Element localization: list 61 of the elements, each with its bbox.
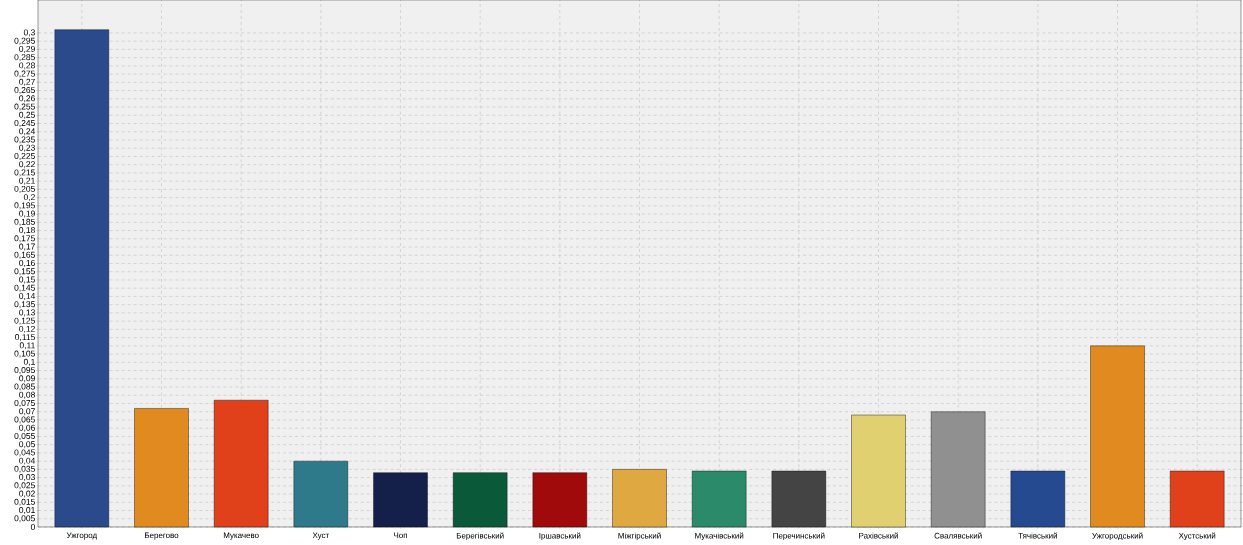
y-tick-label: 0,07 <box>19 408 35 416</box>
y-tick-label: 0,25 <box>19 111 35 119</box>
y-tick-label: 0,03 <box>19 474 35 482</box>
y-tick-label: 0,165 <box>14 251 35 259</box>
y-tick-label: 0,22 <box>19 161 35 169</box>
y-tick-label: 0,125 <box>14 317 35 325</box>
y-tick-label: 0,28 <box>19 62 35 70</box>
y-tick-label: 0,045 <box>14 449 35 457</box>
y-tick-label: 0,3 <box>23 29 35 37</box>
y-tick-label: 0,075 <box>14 399 35 407</box>
y-tick-label: 0,24 <box>19 128 36 136</box>
y-tick-label: 0,29 <box>19 45 35 53</box>
y-tick-label: 0,23 <box>19 144 35 152</box>
y-tick-label: 0,105 <box>14 350 35 358</box>
y-tick-label: 0,085 <box>14 383 35 391</box>
y-tick-label: 0,16 <box>19 260 35 267</box>
y-tick-label: 0,005 <box>14 515 35 523</box>
y-tick-label: 0,09 <box>19 375 35 383</box>
y-tick-label: 0,115 <box>15 334 35 342</box>
y-tick-label: 0,21 <box>19 177 35 185</box>
y-tick-label: 0,13 <box>19 309 35 317</box>
y-tick-label: 0,205 <box>14 185 35 193</box>
y-tick-label: 0,285 <box>14 54 35 62</box>
y-tick-label: 0,055 <box>14 432 35 440</box>
y-tick-label: 0,01 <box>19 507 35 515</box>
y-tick-label: 0,12 <box>19 325 35 333</box>
y-tick-label: 0,18 <box>19 227 35 235</box>
y-tick-label: 0,035 <box>14 465 35 473</box>
y-tick-label: 0,155 <box>14 268 35 276</box>
y-tick-label: 0,26 <box>19 95 35 103</box>
y-tick-label: 0,145 <box>14 284 35 292</box>
y-tick-label: 0,255 <box>14 103 35 111</box>
y-tick-label: 0,175 <box>14 235 35 243</box>
y-tick-label: 0,195 <box>14 202 35 210</box>
y-tick-label: 0,19 <box>19 210 35 218</box>
y-tick-label: 0,2 <box>23 194 35 202</box>
y-tick-label: 0,185 <box>14 218 35 226</box>
y-tick-label: 0,215 <box>14 169 35 177</box>
y-tick-label: 0,06 <box>19 424 35 432</box>
y-tick-label: 0,15 <box>19 276 35 284</box>
y-tick-label: 0,14 <box>19 292 36 300</box>
y-tick-label: 0,095 <box>14 367 35 375</box>
y-tick-label: 0,025 <box>14 482 35 490</box>
y-tick-label: 0,015 <box>14 498 35 506</box>
y-tick-label: 0,04 <box>19 457 36 465</box>
y-tick-label: 0,08 <box>19 391 35 399</box>
y-tick-label: 0,135 <box>14 301 35 309</box>
y-tick-label: 0,05 <box>19 441 35 449</box>
y-tick-label: 0,225 <box>14 152 35 160</box>
y-tick-label: 0,27 <box>19 78 35 86</box>
y-tick-label: 0,275 <box>14 70 35 78</box>
y-tick-label: 0,295 <box>14 37 35 45</box>
y-tick-label: 0,17 <box>19 243 35 251</box>
y-tick-label: 0,11 <box>19 342 35 350</box>
y-tick-label: 0,02 <box>19 490 35 498</box>
y-tick-label: 0 <box>30 524 35 530</box>
y-tick-label: 0,065 <box>14 416 35 424</box>
y-tick-label: 0,235 <box>14 136 35 144</box>
y-tick-label: 0,265 <box>14 87 35 95</box>
y-tick-label: 0,245 <box>14 120 35 127</box>
y-tick-label: 0,1 <box>23 358 35 366</box>
